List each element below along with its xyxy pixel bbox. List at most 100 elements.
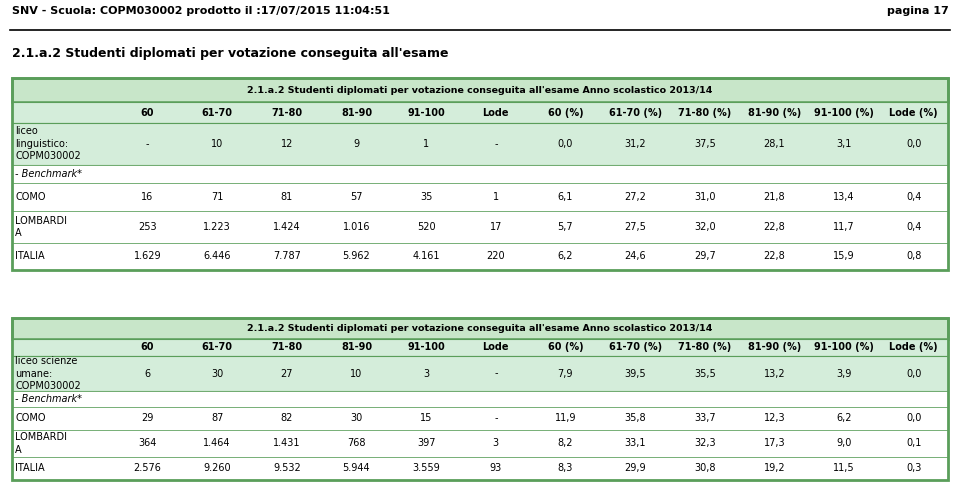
Text: 29,7: 29,7 bbox=[694, 251, 715, 262]
Text: 33,1: 33,1 bbox=[624, 438, 646, 449]
Text: 5.944: 5.944 bbox=[343, 464, 371, 473]
Text: 30: 30 bbox=[211, 369, 224, 378]
Text: 91-100 (%): 91-100 (%) bbox=[814, 342, 874, 353]
Text: 397: 397 bbox=[417, 438, 436, 449]
Bar bbox=[12, 356, 948, 391]
Text: 35,5: 35,5 bbox=[694, 369, 715, 378]
Text: 8,2: 8,2 bbox=[558, 438, 573, 449]
Text: - Benchmark*: - Benchmark* bbox=[15, 169, 83, 179]
Bar bbox=[12, 430, 948, 457]
Text: 81-90: 81-90 bbox=[341, 342, 372, 353]
Text: 0,0: 0,0 bbox=[558, 139, 573, 149]
Text: Lode: Lode bbox=[483, 342, 509, 353]
Text: 2.1.a.2 Studenti diplomati per votazione conseguita all'esame: 2.1.a.2 Studenti diplomati per votazione… bbox=[12, 47, 448, 60]
Text: 10: 10 bbox=[350, 369, 363, 378]
Text: 1.431: 1.431 bbox=[273, 438, 300, 449]
Text: 81-90: 81-90 bbox=[341, 108, 372, 118]
Text: 4.161: 4.161 bbox=[413, 251, 440, 262]
Text: 1.629: 1.629 bbox=[133, 251, 161, 262]
Text: 71-80: 71-80 bbox=[272, 108, 302, 118]
Text: 91-100: 91-100 bbox=[407, 108, 445, 118]
Text: -: - bbox=[146, 139, 150, 149]
Text: 21,8: 21,8 bbox=[763, 192, 785, 202]
Text: 33,7: 33,7 bbox=[694, 413, 715, 424]
Text: 30: 30 bbox=[350, 413, 363, 424]
Text: pagina 17: pagina 17 bbox=[887, 6, 948, 16]
Text: 15: 15 bbox=[420, 413, 432, 424]
Text: 71: 71 bbox=[211, 192, 224, 202]
Text: SNV - Scuola: COPM030002 prodotto il :17/07/2015 11:04:51: SNV - Scuola: COPM030002 prodotto il :17… bbox=[12, 6, 390, 16]
Text: COMO: COMO bbox=[15, 413, 46, 424]
Text: 3.559: 3.559 bbox=[412, 464, 440, 473]
Text: 0,3: 0,3 bbox=[906, 464, 922, 473]
Text: Lode: Lode bbox=[483, 108, 509, 118]
Text: liceo
linguistico:
COPM030002: liceo linguistico: COPM030002 bbox=[15, 127, 81, 161]
Text: 19,2: 19,2 bbox=[763, 464, 785, 473]
Text: 29: 29 bbox=[141, 413, 154, 424]
Text: 2.576: 2.576 bbox=[133, 464, 161, 473]
Text: 768: 768 bbox=[348, 438, 366, 449]
Text: 6,2: 6,2 bbox=[836, 413, 852, 424]
Text: 6,2: 6,2 bbox=[558, 251, 573, 262]
Text: Lode (%): Lode (%) bbox=[889, 342, 938, 353]
Text: 9.532: 9.532 bbox=[273, 464, 300, 473]
Text: 60 (%): 60 (%) bbox=[547, 342, 584, 353]
Text: 11,5: 11,5 bbox=[833, 464, 854, 473]
Text: 27,2: 27,2 bbox=[624, 192, 646, 202]
Text: 1: 1 bbox=[492, 192, 499, 202]
Text: 27,5: 27,5 bbox=[624, 222, 646, 232]
Text: 9: 9 bbox=[353, 139, 360, 149]
Text: 0,4: 0,4 bbox=[906, 192, 922, 202]
Text: 71-80 (%): 71-80 (%) bbox=[678, 108, 732, 118]
Text: 37,5: 37,5 bbox=[694, 139, 715, 149]
Bar bbox=[12, 165, 948, 184]
Text: 3,9: 3,9 bbox=[836, 369, 852, 378]
Text: 81-90 (%): 81-90 (%) bbox=[748, 108, 801, 118]
Text: 11,9: 11,9 bbox=[555, 413, 576, 424]
Text: 91-100 (%): 91-100 (%) bbox=[814, 108, 874, 118]
Text: 0,0: 0,0 bbox=[906, 369, 922, 378]
Text: 3,1: 3,1 bbox=[836, 139, 852, 149]
Bar bbox=[12, 243, 948, 270]
Text: 253: 253 bbox=[138, 222, 156, 232]
Bar bbox=[12, 184, 948, 211]
Text: 7.787: 7.787 bbox=[273, 251, 300, 262]
Text: - Benchmark*: - Benchmark* bbox=[15, 394, 83, 404]
Text: 35,8: 35,8 bbox=[624, 413, 646, 424]
Text: 28,1: 28,1 bbox=[763, 139, 785, 149]
Text: 29,9: 29,9 bbox=[624, 464, 646, 473]
Text: 1.424: 1.424 bbox=[273, 222, 300, 232]
Text: 3: 3 bbox=[492, 438, 499, 449]
Text: 17,3: 17,3 bbox=[763, 438, 785, 449]
Text: 81: 81 bbox=[280, 192, 293, 202]
Text: 82: 82 bbox=[280, 413, 293, 424]
Text: Lode (%): Lode (%) bbox=[889, 108, 938, 118]
Text: 27: 27 bbox=[280, 369, 293, 378]
Text: 71-80: 71-80 bbox=[272, 342, 302, 353]
Text: ITALIA: ITALIA bbox=[15, 464, 45, 473]
Text: 60: 60 bbox=[141, 342, 155, 353]
Bar bbox=[12, 457, 948, 480]
Text: 3: 3 bbox=[423, 369, 429, 378]
Text: liceo scienze
umane:
COPM030002: liceo scienze umane: COPM030002 bbox=[15, 356, 81, 391]
Text: -: - bbox=[494, 413, 497, 424]
Text: 0,8: 0,8 bbox=[906, 251, 922, 262]
Text: 22,8: 22,8 bbox=[763, 222, 785, 232]
Bar bbox=[12, 391, 948, 407]
Text: 8,3: 8,3 bbox=[558, 464, 573, 473]
Text: LOMBARDI
A: LOMBARDI A bbox=[15, 432, 67, 455]
Bar bbox=[12, 338, 948, 356]
Text: 220: 220 bbox=[487, 251, 505, 262]
Text: 1: 1 bbox=[423, 139, 429, 149]
Text: COMO: COMO bbox=[15, 192, 46, 202]
Text: 0,0: 0,0 bbox=[906, 139, 922, 149]
Text: 6,1: 6,1 bbox=[558, 192, 573, 202]
Text: 81-90 (%): 81-90 (%) bbox=[748, 342, 801, 353]
Text: 39,5: 39,5 bbox=[624, 369, 646, 378]
Text: 16: 16 bbox=[141, 192, 154, 202]
Text: 11,7: 11,7 bbox=[833, 222, 854, 232]
Text: 87: 87 bbox=[211, 413, 224, 424]
Text: 0,0: 0,0 bbox=[906, 413, 922, 424]
Text: 13,4: 13,4 bbox=[833, 192, 854, 202]
Text: 32,0: 32,0 bbox=[694, 222, 715, 232]
